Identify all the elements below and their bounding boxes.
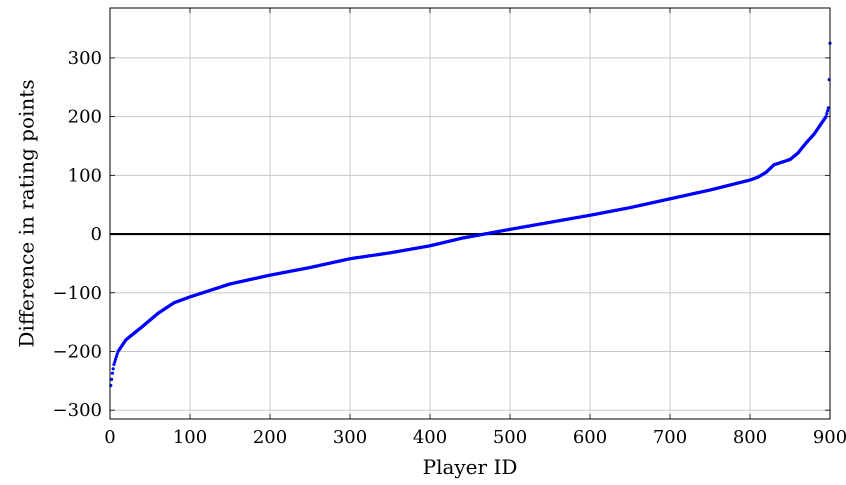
data-point (111, 367, 115, 371)
y-tick-label: 100 (68, 165, 102, 186)
data-point (115, 352, 119, 356)
x-tick-label: 800 (733, 427, 767, 448)
data-points (109, 41, 832, 388)
x-tick-label: 100 (173, 427, 207, 448)
x-tick-labels: 0 100 200 300 400 500 600 700 800 900 (104, 427, 846, 448)
y-axis-label: Difference in rating points (15, 79, 39, 347)
data-point (114, 355, 118, 359)
x-tick-label: 200 (253, 427, 287, 448)
y-tick-label: 300 (68, 48, 102, 69)
grid-lines (109, 8, 831, 419)
y-tick-labels: −300 −200 −100 0 100 200 300 (53, 48, 102, 421)
data-point (826, 109, 830, 113)
data-point (112, 362, 116, 366)
data-point (826, 106, 831, 110)
data-point (825, 112, 829, 116)
y-tick-label: 0 (91, 224, 102, 245)
data-point (110, 377, 114, 381)
x-tick-label: 600 (573, 427, 607, 448)
x-axis-label: Player ID (423, 455, 518, 479)
y-tick-label: −300 (53, 400, 102, 421)
data-point (113, 360, 117, 364)
data-point (110, 371, 114, 375)
y-tick-label: 200 (68, 107, 102, 128)
x-tick-label: 900 (813, 427, 846, 448)
y-tick-label: −100 (53, 283, 102, 304)
x-tick-label: 400 (413, 427, 447, 448)
plot-frame (109, 7, 831, 420)
x-tick-label: 700 (653, 427, 687, 448)
x-tick-label: 300 (333, 427, 367, 448)
x-tick-label: 500 (493, 427, 527, 448)
y-tick-label: −200 (53, 341, 102, 362)
x-tick-label: 0 (104, 427, 115, 448)
data-point (824, 115, 828, 119)
data-point (114, 357, 118, 361)
